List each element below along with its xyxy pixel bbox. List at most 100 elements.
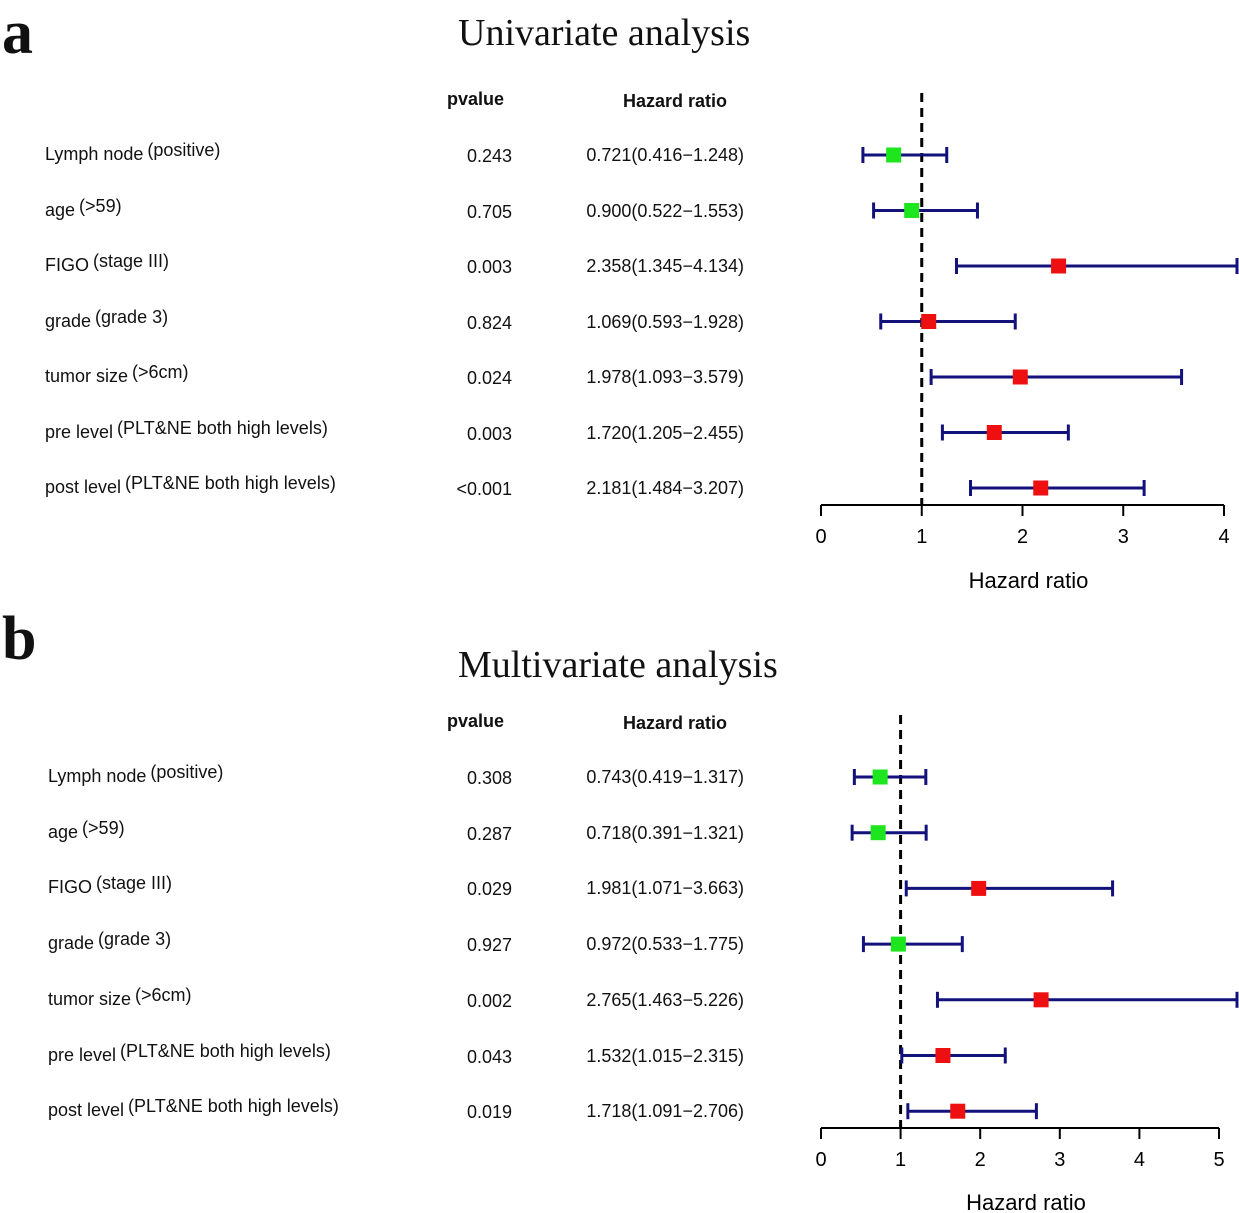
hazard-ratio-point	[886, 147, 902, 163]
variable-name: FIGO	[48, 877, 92, 898]
variable-name: FIGO	[45, 255, 89, 275]
row-label: post level (PLT&NE both high levels)	[45, 474, 336, 497]
panel-a-title: Univariate analysis	[458, 12, 751, 54]
variable-name: grade	[48, 933, 95, 954]
row-label: age (>59)	[45, 197, 122, 219]
x-axis-tick-label: 5	[1213, 1149, 1224, 1171]
variable-level: (PLT&NE both high levels)	[128, 1096, 339, 1117]
variable-name: tumor size	[48, 988, 132, 1009]
x-axis-tick-label: 2	[975, 1149, 986, 1171]
variable-level: (>59)	[79, 195, 122, 216]
panel-b-title: Multivariate analysis	[458, 644, 778, 686]
variable-level: (>59)	[82, 817, 125, 838]
row-label: grade (grade 3)	[48, 930, 171, 954]
hazard-ratio-point	[986, 425, 1002, 440]
panel-b-pvalue-header: pvalue	[447, 711, 505, 731]
variable-level: (>6cm)	[132, 362, 189, 382]
variable-level: (stage III)	[96, 873, 173, 894]
variable-name: post level	[48, 1100, 125, 1121]
panel-a-letter: a	[2, 0, 33, 67]
hazard-ratio-point	[921, 314, 937, 329]
x-axis-title: Hazard ratio	[969, 568, 1089, 593]
x-axis-tick-label: 3	[1118, 526, 1129, 548]
row-label: FIGO (stage III)	[48, 874, 172, 898]
hazard-ratio-point	[1033, 992, 1049, 1008]
hazard-ratio-point	[950, 1103, 966, 1119]
variable-name: Lymph node	[45, 144, 144, 164]
row-label: grade (grade 3)	[45, 308, 168, 331]
panel-a-forest-plot: 0 1 2 3 4 Hazard ratio	[815, 93, 1239, 593]
pvalue-cell: 0.024	[466, 368, 512, 388]
pvalue-cell: <0.001	[456, 479, 512, 499]
row-label: age (>59)	[48, 819, 125, 842]
hazard-ratio-point	[1012, 369, 1028, 385]
x-axis-tick-label: 1	[895, 1149, 906, 1171]
variable-name: grade	[45, 310, 92, 331]
variable-level: (grade 3)	[95, 306, 169, 327]
variable-name: pre level	[45, 421, 114, 442]
pvalue-cell: 0.003	[466, 423, 512, 444]
hazard-ratio-cell: 0.972(0.533−1.775)	[586, 934, 744, 955]
panel-b-letter: b	[2, 605, 37, 673]
pvalue-cell: 0.705	[466, 201, 512, 222]
row-label: tumor size (>6cm)	[48, 986, 192, 1009]
variable-name: age	[48, 821, 79, 842]
hazard-ratio-cell: 1.718(1.091−2.706)	[586, 1101, 744, 1122]
x-axis-tick-label: 4	[1218, 526, 1229, 548]
row-label: FIGO (stage III)	[45, 252, 169, 275]
variable-level: (>6cm)	[135, 984, 192, 1005]
hazard-ratio-cell: 0.718(0.391−1.321)	[586, 822, 744, 843]
variable-name: Lymph node	[48, 766, 147, 786]
x-axis-tick-label: 2	[1017, 526, 1028, 548]
x-axis-tick-label: 3	[1054, 1149, 1065, 1171]
row-label: tumor size (>6cm)	[45, 363, 189, 386]
hazard-ratio-cell: 1.720(1.205−2.455)	[586, 422, 744, 443]
panel-a-pvalue-header: pvalue	[447, 89, 505, 109]
hazard-ratio-point	[971, 880, 987, 896]
pvalue-cell: 0.824	[466, 312, 512, 333]
hazard-ratio-cell: 1.978(1.093−3.579)	[586, 367, 744, 387]
hazard-ratio-cell: 2.765(1.463−5.226)	[586, 989, 744, 1010]
hazard-ratio-point	[904, 203, 920, 218]
pvalue-cell: 0.243	[466, 146, 512, 166]
hazard-ratio-point	[1033, 480, 1049, 496]
hazard-ratio-point	[935, 1048, 951, 1063]
panel-a-hr-header: Hazard ratio	[623, 91, 728, 111]
hazard-ratio-cell: 1.069(0.593−1.928)	[586, 311, 744, 332]
x-axis-tick-label: 0	[815, 526, 826, 548]
row-label: post level (PLT&NE both high levels)	[48, 1097, 339, 1121]
variable-name: post level	[45, 477, 122, 497]
hazard-ratio-cell: 1.981(1.071−3.663)	[586, 878, 744, 899]
pvalue-cell: 0.927	[466, 935, 512, 956]
x-axis-tick-label: 4	[1134, 1149, 1145, 1171]
variable-level: (PLT&NE both high levels)	[117, 417, 328, 438]
pvalue-cell: 0.308	[466, 768, 512, 788]
x-axis-title: Hazard ratio	[966, 1190, 1086, 1213]
hazard-ratio-cell: 0.900(0.522−1.553)	[586, 200, 744, 221]
row-label: Lymph node (positive)	[48, 763, 223, 786]
variable-level: (grade 3)	[98, 929, 172, 950]
hazard-ratio-cell: 2.358(1.345−4.134)	[586, 256, 744, 276]
hazard-ratio-cell: 0.743(0.419−1.317)	[586, 767, 744, 787]
hazard-ratio-point	[870, 825, 886, 841]
panel-b-hr-header: Hazard ratio	[623, 713, 728, 733]
row-label: Lymph node (positive)	[45, 141, 220, 164]
pvalue-cell: 0.029	[466, 879, 512, 900]
variable-level: (PLT&NE both high levels)	[125, 473, 336, 493]
x-axis-tick-label: 1	[916, 526, 927, 548]
variable-level: (stage III)	[93, 251, 170, 271]
variable-name: tumor size	[45, 366, 129, 386]
pvalue-cell: 0.003	[466, 257, 512, 277]
hazard-ratio-point	[1051, 258, 1067, 274]
variable-level: (positive)	[147, 140, 221, 160]
variable-level: (positive)	[150, 762, 224, 782]
hazard-ratio-cell: 0.721(0.416−1.248)	[586, 145, 744, 165]
pvalue-cell: 0.019	[466, 1102, 512, 1123]
pvalue-cell: 0.002	[466, 990, 512, 1011]
pvalue-cell: 0.287	[466, 823, 512, 844]
hazard-ratio-point	[890, 936, 906, 952]
hazard-ratio-cell: 2.181(1.484−3.207)	[586, 478, 744, 498]
variable-name: pre level	[48, 1044, 117, 1065]
row-label: pre level (PLT&NE both high levels)	[45, 419, 328, 442]
